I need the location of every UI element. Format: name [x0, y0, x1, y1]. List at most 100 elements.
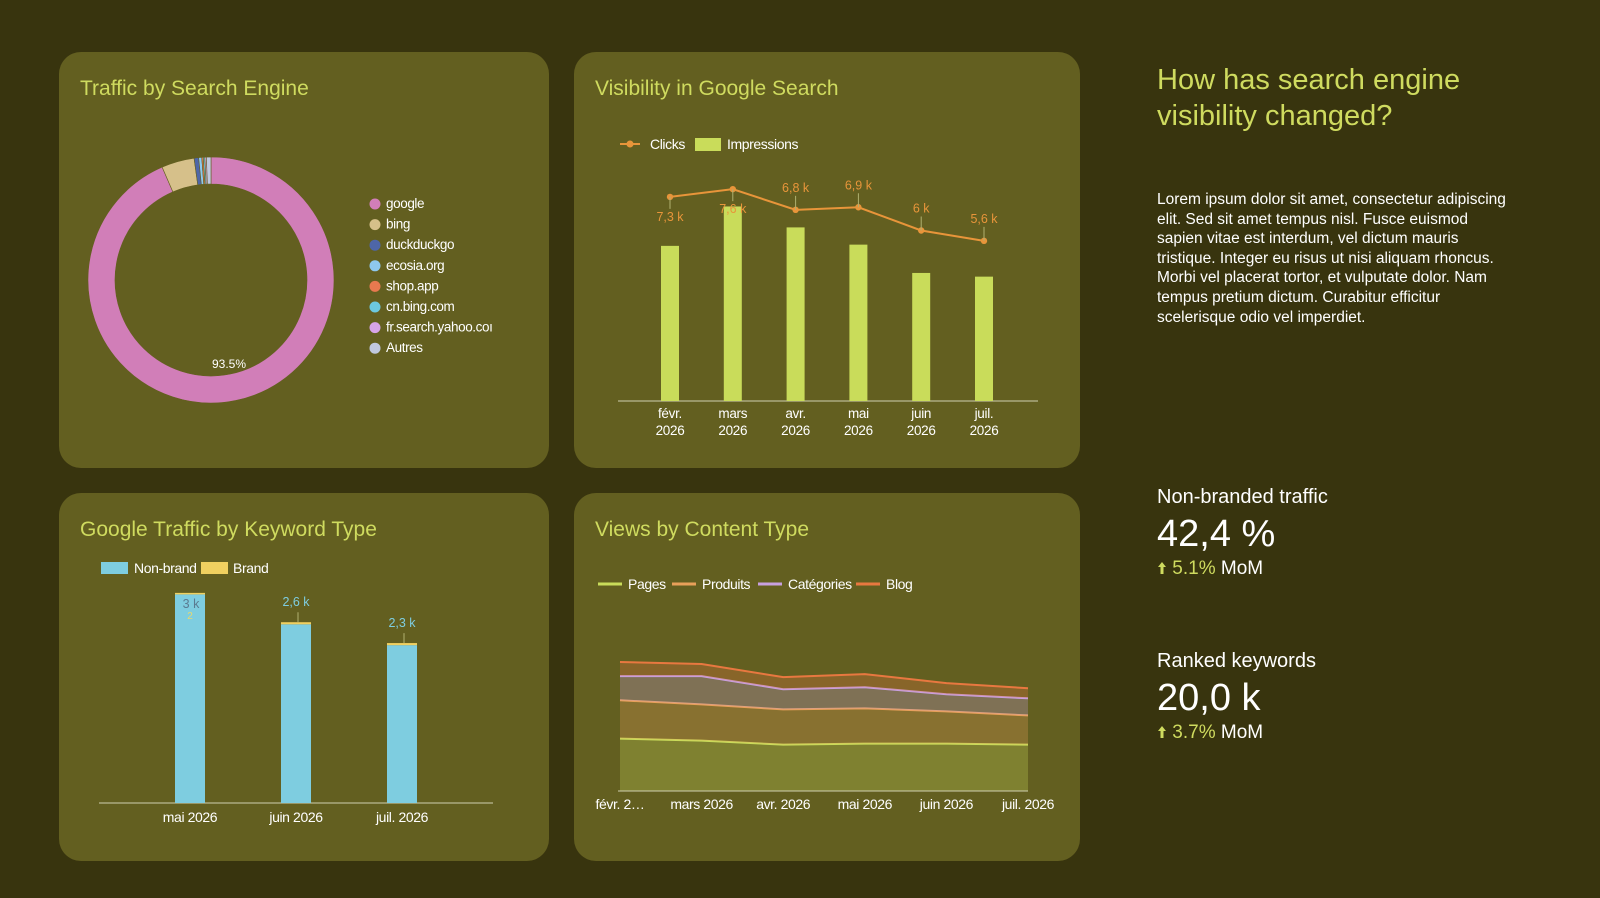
- arrow-up-icon: [1158, 562, 1166, 574]
- bar-brand: [175, 592, 205, 595]
- x-tick-label: avr. 2026: [756, 796, 811, 812]
- legend-marker-brand: [201, 562, 228, 574]
- legend-label: Catégories: [788, 576, 852, 592]
- x-tick-label: févr.: [658, 406, 682, 421]
- side-body-text: Lorem ipsum dolor sit amet, consectetur …: [1157, 191, 1506, 326]
- legend-marker-impressions: [695, 138, 721, 151]
- legend-marker: [369, 219, 381, 231]
- data-label-clicks: 6,8 k: [782, 181, 810, 195]
- kpi-change-period: MoM: [1220, 722, 1264, 743]
- x-tick-label: mars 2026: [670, 796, 733, 812]
- kpi-label: Non-branded traffic: [1157, 486, 1328, 508]
- content-type-chart: Pages Produits Catégories Blog févr. 2… mars …: [596, 576, 1056, 812]
- chart-title-traffic-by-engine: Traffic by Search Engine: [80, 77, 309, 100]
- x-tick-label: 2026: [781, 423, 810, 438]
- x-tick-label: juin 2026: [919, 796, 974, 812]
- bar-impressions: [912, 272, 931, 401]
- x-tick-label: mai: [848, 406, 869, 421]
- visibility-chart: Clicks Impressions févr. 2026 mars 2026 avr. 20…: [618, 136, 1038, 438]
- data-label-non-brand: 3 k: [183, 597, 200, 611]
- legend-label-impressions: Impressions: [727, 136, 798, 152]
- bar-impressions: [849, 244, 868, 401]
- kpi-change: 3.7% MoM: [1157, 722, 1316, 744]
- bar-impressions: [661, 245, 679, 401]
- legend-marker: [369, 280, 381, 292]
- kpi-change-period: MoM: [1220, 558, 1264, 579]
- legend-label: shop.app: [386, 278, 438, 293]
- x-tick-label: 2026: [907, 423, 936, 438]
- legend-label: cn.bing.com: [386, 299, 455, 314]
- bar-non-brand: [387, 645, 417, 803]
- card-visibility-google: Visibility in Google Search Clicks Impres…: [574, 52, 1080, 468]
- x-tick-label: févr. 2…: [596, 796, 645, 812]
- x-tick-label: juil. 2026: [1001, 796, 1055, 812]
- chart-title-keyword-type: Google Traffic by Keyword Type: [80, 518, 377, 541]
- data-label-brand: 2: [187, 611, 193, 622]
- x-tick-label: juin: [910, 406, 931, 421]
- legend-label: Produits: [702, 576, 751, 592]
- area-catégories: [620, 676, 1028, 716]
- legend-marker-clicks-dot: [626, 140, 634, 148]
- x-tick-label: 2026: [656, 423, 685, 438]
- legend-label: google: [386, 196, 424, 211]
- legend-marker: [369, 342, 381, 354]
- x-tick-label: juil.: [974, 406, 994, 421]
- x-tick-label: juil. 2026: [375, 809, 429, 825]
- kpi-value: 42,4 %: [1157, 513, 1276, 555]
- legend-label: bing: [386, 217, 410, 232]
- kpi-non-branded: Non-branded traffic 42,4 % 5.1% MoM: [1157, 486, 1328, 580]
- kpi-value: 20,0 k: [1157, 677, 1261, 719]
- data-label-clicks: 6 k: [913, 202, 930, 216]
- bar-impressions: [786, 227, 805, 401]
- kpi-change: 5.1% MoM: [1157, 558, 1328, 580]
- kpi-label: Ranked keywords: [1157, 650, 1316, 672]
- legend-marker: [369, 260, 381, 272]
- chart-title-content-type: Views by Content Type: [595, 518, 810, 541]
- card-traffic-by-engine: Traffic by Search Engine 93.5% google bing…: [59, 52, 549, 468]
- x-tick-label: juin 2026: [268, 809, 323, 825]
- bar-brand: [281, 622, 311, 625]
- x-tick-label: 2026: [970, 423, 999, 438]
- donut-slice-Autres: [206, 156, 212, 185]
- donut-chart: 93.5% google bing duckduckgo ecosia.org shop.…: [87, 156, 493, 404]
- x-tick-label: mars: [718, 406, 747, 421]
- donut-slice-google: [87, 156, 335, 404]
- arrow-up-icon: [1158, 726, 1166, 738]
- legend-label-clicks: Clicks: [650, 136, 685, 152]
- line-pages: [619, 737, 1029, 746]
- bar-non-brand: [175, 594, 205, 803]
- legend-label: duckduckgo: [386, 237, 454, 252]
- bar-non-brand: [281, 624, 311, 803]
- chart-title-visibility: Visibility in Google Search: [595, 77, 839, 100]
- data-label-clicks: 7,6 k: [719, 202, 747, 216]
- data-label-non-brand: 2,3 k: [388, 616, 416, 630]
- legend-label-non-brand: Non-brand: [134, 560, 197, 576]
- bar-impressions: [975, 276, 993, 401]
- line-catégories: [620, 675, 1029, 700]
- data-label-clicks: 7,3 k: [656, 210, 684, 224]
- keyword-type-chart: Non-brand Brand 3 k2 mai 2026 2,6 k juin 2026…: [99, 560, 493, 825]
- legend-label: fr.search.yahoo.coı: [386, 320, 492, 335]
- legend-marker: [369, 198, 381, 210]
- data-label-non-brand: 2,6 k: [282, 595, 310, 609]
- x-tick-label: 2026: [844, 423, 873, 438]
- kpi-change-value: 3.7%: [1172, 722, 1216, 743]
- area-pages: [620, 738, 1028, 791]
- x-tick-label: avr.: [785, 406, 806, 421]
- line-clicks: [669, 188, 985, 242]
- donut-data-label: 93.5%: [212, 357, 246, 371]
- side-headline: How has search engine visibility changed…: [1157, 64, 1461, 132]
- x-tick-label: 2026: [718, 423, 747, 438]
- data-label-clicks: 6,9 k: [845, 178, 873, 192]
- legend-label: Blog: [886, 576, 912, 592]
- line-produits: [619, 699, 1029, 717]
- kpi-ranked-keywords: Ranked keywords 20,0 k 3.7% MoM: [1157, 650, 1316, 744]
- kpi-change-value: 5.1%: [1172, 558, 1216, 579]
- bar-impressions: [723, 206, 742, 401]
- legend-label: Pages: [628, 576, 666, 592]
- data-label-clicks: 5,6 k: [970, 212, 998, 226]
- legend-label: Autres: [386, 340, 423, 355]
- card-content-type: Views by Content Type Pages Produits Catég…: [574, 493, 1080, 861]
- legend-marker-non-brand: [101, 562, 128, 574]
- line-blog: [619, 661, 1029, 690]
